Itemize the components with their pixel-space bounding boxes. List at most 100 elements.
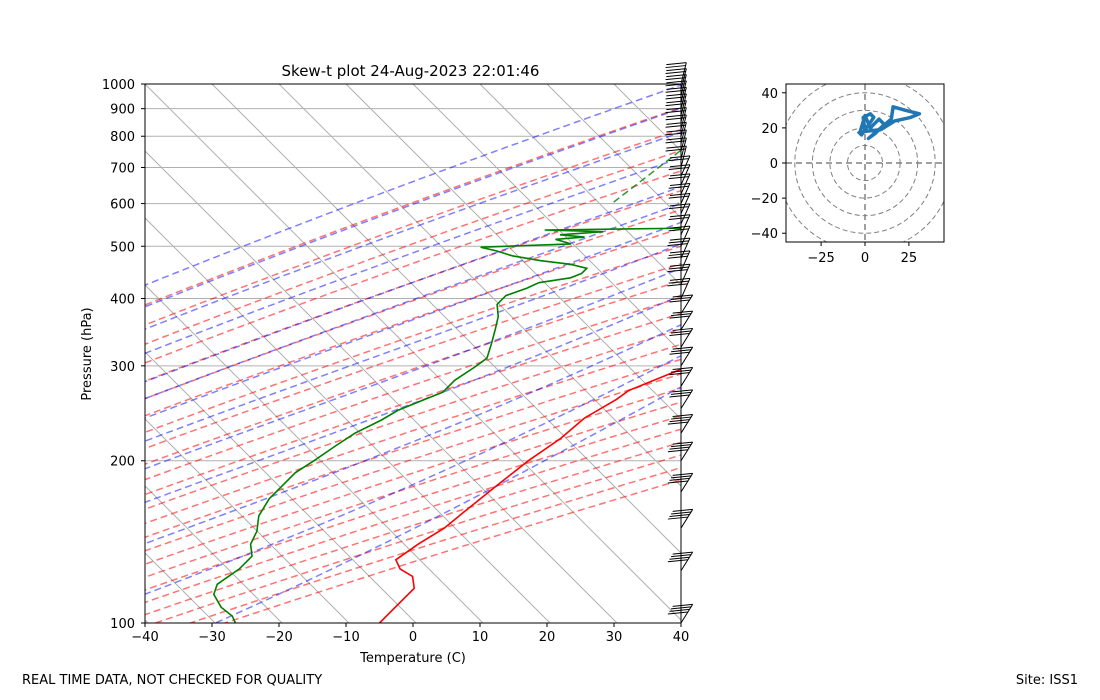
mixing-ratio-line [920, 84, 1094, 204]
hodograph-y-tick-label: 40 [761, 87, 778, 102]
skewt-plot-area [0, 84, 1100, 623]
hodograph-y-tick-label: −40 [751, 227, 778, 242]
moist-adiabat [145, 202, 681, 400]
isotherm-line [145, 552, 216, 623]
isotherm-line [145, 485, 283, 623]
hodograph-series-line [856, 105, 922, 141]
hodograph-ring [794, 92, 936, 234]
x-tick-label: −40 [131, 630, 158, 645]
isobar-gridlines [145, 108, 681, 462]
y-tick-label: 100 [110, 617, 135, 632]
x-tick-label: 20 [539, 630, 556, 645]
isotherm-line [145, 84, 681, 621]
moist-adiabat-lines [145, 84, 681, 623]
moist-adiabat [145, 107, 681, 308]
isotherm-line [145, 351, 417, 623]
wind-barb [667, 551, 694, 572]
dry-adiabat [145, 189, 681, 382]
moist-adiabat [215, 386, 681, 623]
isotherm-line [145, 150, 618, 623]
quality-disclaimer: REAL TIME DATA, NOT CHECKED FOR QUALITY [22, 673, 323, 688]
isotherm-line [211, 84, 681, 554]
mixing-ratio-line [791, 84, 957, 204]
skewt-axes: −40 −30 −20 −10 0 10 20 30 401000900800700600500… [0, 62, 1100, 666]
isotherm-line [145, 284, 484, 623]
wind-barb [665, 74, 687, 97]
wind-barb [668, 192, 691, 214]
dry-adiabat [145, 245, 681, 434]
chart-title: Skew-t plot 24-Aug-2023 22:01:46 [282, 62, 540, 80]
wind-barb [667, 603, 694, 624]
isotherm-line [680, 84, 681, 85]
hodograph-y-tick-label: 0 [770, 157, 778, 172]
wind-barb [669, 346, 694, 367]
isotherm-line [412, 84, 681, 353]
dry-adiabat [145, 401, 681, 578]
wind-barb [665, 68, 687, 91]
mixing-ratio-lines [611, 84, 1100, 205]
y-tick-label: 600 [110, 198, 135, 213]
isotherm-line [345, 84, 681, 420]
hodograph-axes: −25 0 25 −40 −20 0 20 40 [751, 83, 945, 266]
y-axis-label: Pressure (hPa) [80, 307, 95, 400]
hodograph-ticks: −25 0 25 −40 −20 0 20 40 [751, 87, 918, 266]
wind-barb [668, 155, 691, 177]
hodograph-y-tick-label: 20 [761, 122, 778, 137]
isotherm-line [0, 84, 81, 623]
wind-barb [667, 237, 691, 259]
wind-barb [669, 327, 694, 348]
mixing-ratio-line [677, 200, 681, 205]
y-tick-label: 1000 [102, 78, 135, 93]
wind-barb [665, 80, 687, 103]
dry-adiabat [145, 428, 681, 604]
moist-adiabat [145, 243, 681, 442]
wind-barb [665, 62, 687, 85]
wind-barb [668, 203, 691, 225]
isotherm-line [479, 84, 681, 286]
hodograph-y-tick-label: −20 [751, 192, 778, 207]
isotherm-line [0, 84, 14, 623]
isotherm-line [145, 217, 551, 623]
x-tick-label: −10 [332, 630, 359, 645]
wind-barb [667, 508, 694, 529]
wind-barb [665, 86, 687, 109]
dry-adiabat [145, 279, 681, 466]
moist-adiabat [145, 354, 681, 595]
dewpoint-series-line [212, 227, 681, 623]
y-tick-label: 400 [110, 292, 135, 307]
moist-adiabat [145, 131, 681, 330]
isotherm-line [546, 84, 681, 219]
dry-adiabat [145, 106, 681, 306]
mixing-ratio-line [991, 84, 1100, 204]
wind-barb [665, 137, 687, 160]
y-tick-label: 800 [110, 130, 135, 145]
site-label: Site: ISS1 [1015, 673, 1078, 688]
y-tick-label: 500 [110, 240, 135, 255]
y-tick-label: 700 [110, 161, 135, 176]
x-axis-label: Temperature (C) [359, 651, 466, 666]
wind-barbs [665, 62, 694, 624]
dry-adiabat [145, 262, 681, 450]
x-tick-label: −30 [198, 630, 225, 645]
isotherm-line [145, 418, 350, 623]
dry-adiabat [189, 466, 681, 623]
mixing-ratio-line [841, 84, 1010, 204]
moist-adiabat [145, 221, 681, 419]
moist-adiabat [145, 84, 681, 286]
y-tick-label: 900 [110, 103, 135, 118]
hodograph-x-tick-label: 25 [901, 251, 918, 266]
isotherm-line [278, 84, 681, 487]
x-tick-label: −20 [265, 630, 292, 645]
temperature-series-line [378, 368, 681, 623]
mixing-ratio-line [874, 84, 1045, 204]
y-tick-label: 200 [110, 455, 135, 470]
mixing-ratio-line [961, 84, 1100, 204]
moist-adiabat [145, 185, 681, 383]
x-tick-label: 30 [606, 630, 623, 645]
wind-barb [667, 263, 691, 285]
hodograph-x-tick-label: 0 [861, 251, 869, 266]
wind-barb [665, 93, 687, 116]
wind-barb [668, 225, 691, 247]
hodograph-x-tick-label: −25 [807, 251, 834, 266]
hodograph-plot-area [786, 84, 944, 242]
